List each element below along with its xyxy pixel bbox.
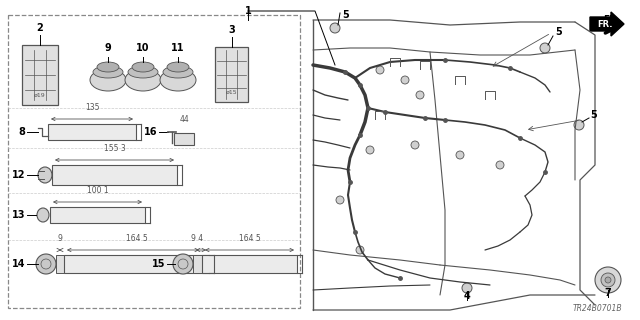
Bar: [8, 15, 300, 308]
Circle shape: [540, 43, 550, 53]
Ellipse shape: [128, 66, 158, 78]
Text: 13: 13: [12, 210, 25, 220]
Ellipse shape: [163, 66, 193, 78]
Circle shape: [173, 254, 193, 274]
Text: 7: 7: [605, 288, 611, 298]
Circle shape: [416, 91, 424, 99]
Bar: [48, 124, 136, 140]
Ellipse shape: [37, 208, 49, 222]
Ellipse shape: [90, 69, 126, 91]
Bar: [193, 255, 202, 273]
Bar: [22, 45, 58, 105]
Text: 15: 15: [152, 259, 165, 269]
Ellipse shape: [160, 69, 196, 91]
Circle shape: [456, 151, 464, 159]
Text: ø19: ø19: [34, 93, 46, 98]
Circle shape: [574, 120, 584, 130]
Text: 135: 135: [84, 103, 99, 112]
Ellipse shape: [167, 62, 189, 72]
Text: 5: 5: [555, 27, 562, 37]
Text: 9: 9: [104, 43, 111, 53]
Text: 100 1: 100 1: [86, 186, 108, 195]
Circle shape: [356, 246, 364, 254]
Bar: [56, 255, 64, 273]
Text: TR24B0701B: TR24B0701B: [572, 304, 622, 313]
Circle shape: [366, 146, 374, 154]
Circle shape: [462, 283, 472, 293]
Text: 155 3: 155 3: [104, 144, 125, 153]
Bar: [52, 165, 177, 185]
Text: 4: 4: [463, 291, 470, 301]
Text: 10: 10: [136, 43, 150, 53]
Text: 1: 1: [244, 6, 252, 16]
Circle shape: [605, 277, 611, 283]
Text: 9: 9: [58, 234, 63, 243]
Circle shape: [595, 267, 621, 293]
Text: 11: 11: [172, 43, 185, 53]
Text: 14: 14: [12, 259, 25, 269]
Ellipse shape: [132, 62, 154, 72]
Polygon shape: [590, 12, 624, 36]
Bar: [50, 207, 145, 223]
Text: FR.: FR.: [597, 20, 612, 28]
Text: 2: 2: [36, 23, 44, 33]
Circle shape: [376, 66, 384, 74]
Circle shape: [330, 23, 340, 33]
Ellipse shape: [125, 69, 161, 91]
Text: 5: 5: [590, 110, 596, 120]
Text: 12: 12: [12, 170, 25, 180]
Text: 8: 8: [18, 127, 25, 137]
Text: FR.: FR.: [603, 15, 620, 24]
Bar: [174, 133, 194, 145]
Bar: [64, 255, 209, 273]
Text: 44: 44: [179, 115, 189, 124]
Text: 16: 16: [143, 127, 157, 137]
Circle shape: [411, 141, 419, 149]
Text: 3: 3: [228, 25, 235, 35]
Ellipse shape: [38, 167, 52, 183]
Text: 164 5: 164 5: [239, 234, 260, 243]
Text: 5: 5: [342, 10, 349, 20]
Circle shape: [601, 273, 615, 287]
Text: ø15: ø15: [226, 90, 237, 95]
Circle shape: [36, 254, 56, 274]
Bar: [202, 255, 297, 273]
Ellipse shape: [97, 62, 119, 72]
Text: 164 5: 164 5: [125, 234, 147, 243]
Circle shape: [401, 76, 409, 84]
Circle shape: [336, 196, 344, 204]
Ellipse shape: [93, 66, 123, 78]
Bar: [215, 47, 248, 102]
Circle shape: [496, 161, 504, 169]
Text: 9 4: 9 4: [191, 234, 204, 243]
